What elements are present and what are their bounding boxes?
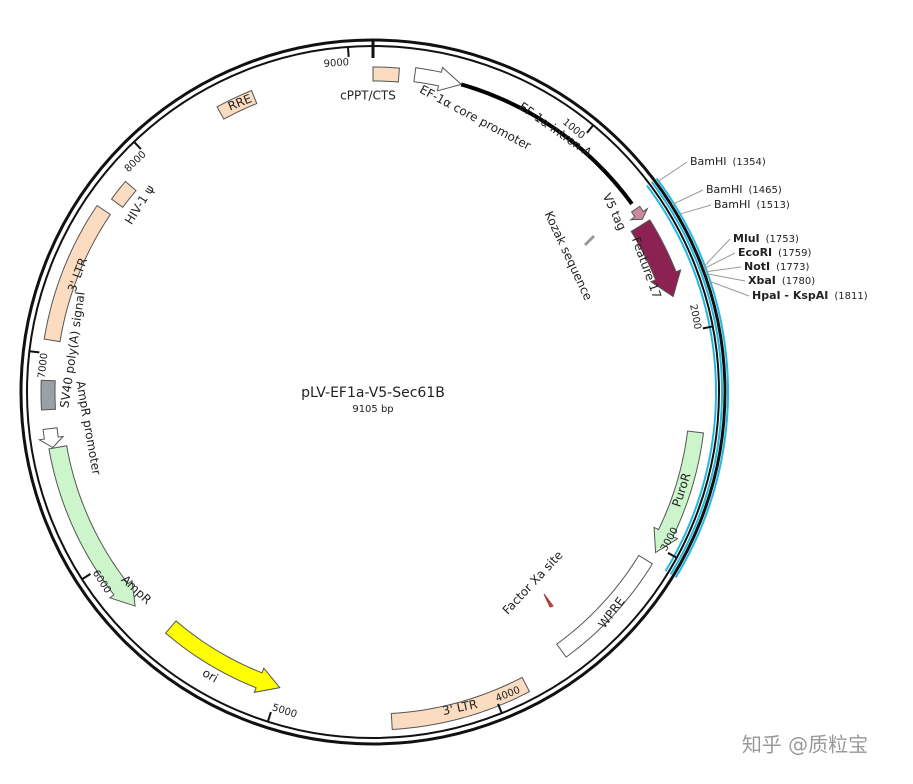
tick-mark: [29, 350, 40, 354]
tick-mark: [266, 711, 272, 722]
site-name: XbaI: [748, 274, 776, 287]
feature-box: [390, 676, 531, 730]
tick-mark: [81, 573, 92, 581]
feature-arrow: [630, 219, 682, 298]
site-label: MluI (1753): [733, 232, 799, 245]
site-leader: [703, 252, 736, 270]
site-leader: [705, 272, 746, 282]
plasmid-size: 9105 bp: [352, 404, 393, 415]
tick-label: 8000: [123, 149, 149, 175]
feature-label: cPPT/CTS: [340, 89, 396, 103]
site-leader: [671, 189, 704, 205]
site-label: BamHI (1513): [714, 198, 790, 211]
kozak-mark: [583, 234, 596, 247]
mcs-band: [655, 177, 729, 579]
mcs-band: [650, 181, 723, 575]
tick-label: 9000: [323, 57, 349, 70]
feature-box: [216, 89, 258, 120]
feature-arrow: [413, 66, 463, 92]
plasmid-title: pLV-EF1a-V5-Sec61B: [301, 385, 445, 401]
mcs-band: [646, 184, 717, 572]
feature-label: ori: [200, 666, 221, 686]
site-label: NotI (1773): [744, 260, 809, 273]
feature-arrow: [164, 620, 281, 694]
site-name: BamHI: [706, 183, 743, 196]
feature-label: Factor Xa site: [500, 548, 566, 617]
feature-box: [110, 180, 137, 209]
factor-xa-mark: [543, 593, 554, 608]
feature-box: [43, 204, 112, 343]
site-name: NotI: [744, 260, 770, 273]
site-leader: [678, 204, 712, 216]
site-position: (1354): [733, 157, 766, 168]
site-name: EcoRI: [738, 246, 772, 259]
site-name: MluI: [733, 232, 760, 245]
tick-mark: [346, 46, 350, 57]
feature-line: [460, 82, 634, 206]
tick-mark: [497, 703, 503, 714]
site-position: (1780): [782, 276, 815, 287]
site-leader: [656, 161, 688, 183]
site-label: XbaI (1780): [748, 274, 815, 287]
tick-label: 7000: [37, 352, 51, 379]
site-name: BamHI: [690, 155, 727, 168]
feature-box: [556, 554, 654, 658]
feature-arrow: [37, 427, 65, 449]
site-label: BamHI (1354): [690, 155, 766, 168]
site-position: (1773): [776, 262, 809, 273]
site-leader: [704, 266, 742, 273]
site-position: (1465): [749, 185, 782, 196]
site-position: (1759): [778, 248, 811, 259]
feature-arrow: [48, 445, 136, 607]
site-leader: [707, 280, 750, 297]
feature-box: [40, 379, 56, 411]
site-label: EcoRI (1759): [738, 246, 812, 259]
site-name: HpaI - KspAI: [752, 289, 828, 302]
tick-label: 5000: [271, 702, 299, 720]
site-leader: [702, 238, 731, 268]
site-label: HpaI - KspAI (1811): [752, 289, 868, 302]
feature-arrow: [628, 205, 649, 221]
watermark: 知乎 @质粒宝: [742, 733, 868, 757]
feature-label: Kozak sequence: [542, 209, 596, 303]
feature-label: EF-1α core promoter: [417, 82, 533, 152]
site-name: BamHI: [714, 198, 751, 211]
site-position: (1753): [766, 234, 799, 245]
site-label: BamHI (1465): [706, 183, 782, 196]
site-position: (1513): [757, 200, 790, 211]
feature-arrow: [653, 430, 705, 554]
tick-mark: [133, 141, 142, 150]
tick-mark: [586, 124, 595, 134]
tick-mark: [702, 325, 713, 330]
feature-box: [372, 66, 400, 83]
tick-mark: [667, 552, 678, 559]
feature-label: AmpR promoter: [73, 380, 103, 476]
tick-label: 2000: [687, 303, 703, 330]
site-position: (1811): [834, 291, 867, 302]
